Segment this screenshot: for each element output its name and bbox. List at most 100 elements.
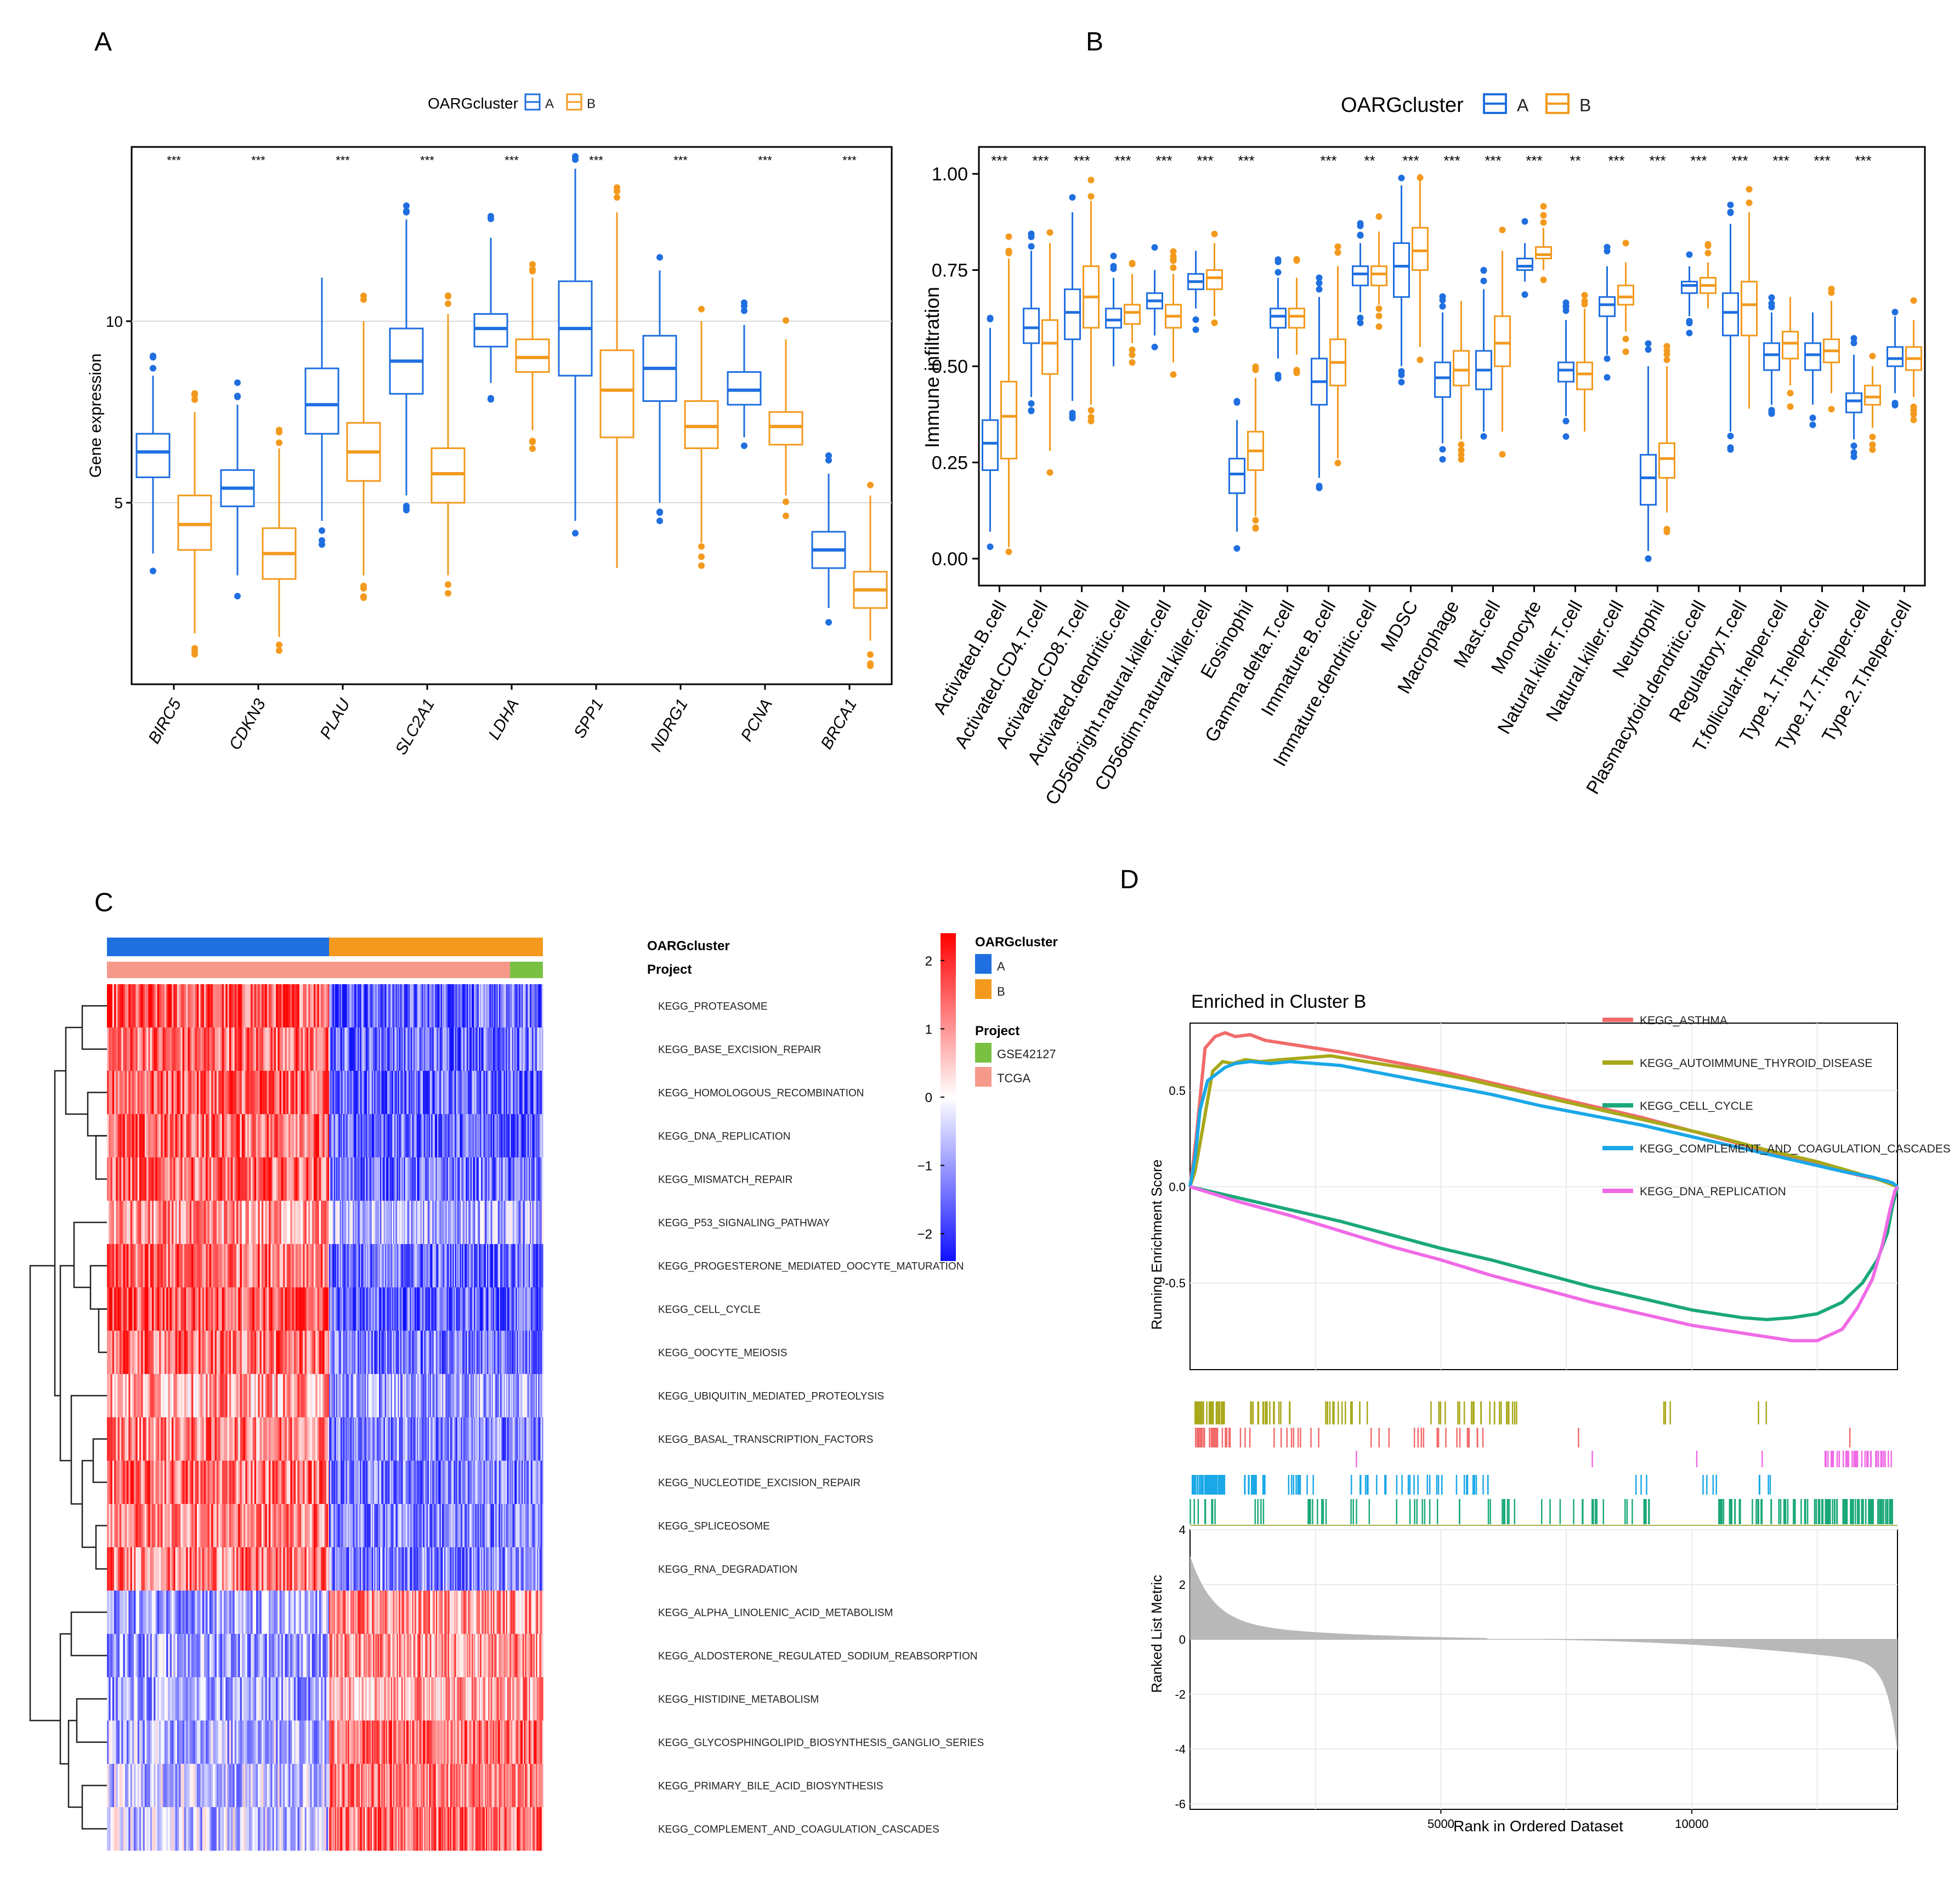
heatmap-cell [513, 1114, 515, 1158]
heatmap-cell [415, 1114, 416, 1158]
heatmap-cell [263, 1157, 266, 1201]
heatmap-cell [331, 1201, 333, 1245]
heatmap-cell [386, 1157, 388, 1201]
heatmap-cell [240, 984, 242, 1028]
panel-b-significance-4: *** [1155, 152, 1172, 169]
heatmap-cell [119, 1157, 122, 1201]
heatmap-cell [440, 984, 443, 1028]
heatmap-cell [476, 1201, 478, 1245]
heatmap-cell [424, 1201, 426, 1245]
heatmap-cell [303, 1027, 305, 1071]
heatmap-cell [503, 1201, 506, 1245]
heatmap-cell [297, 1157, 300, 1201]
heatmap-cell [184, 984, 186, 1028]
heatmap-cell [200, 1027, 203, 1071]
heatmap-cell [409, 984, 410, 1028]
heatmap-cell [322, 1071, 325, 1115]
heatmap-cell [447, 1157, 450, 1201]
heatmap-cell [519, 1027, 521, 1071]
box-body [1763, 342, 1780, 371]
heatmap-cell [127, 1027, 129, 1071]
heatmap-cell [141, 984, 144, 1028]
heatmap-cell [254, 1114, 257, 1158]
heatmap-cell [451, 1114, 453, 1158]
heatmap-cell [186, 1114, 189, 1158]
heatmap-cell [112, 1157, 115, 1201]
panel-b-y-tick-label: 0.50 [932, 356, 968, 377]
heatmap-cell [166, 1027, 169, 1071]
box-outlier [234, 393, 241, 400]
heatmap-cell [393, 1201, 395, 1245]
heatmap-cell [276, 984, 278, 1028]
heatmap-cell [534, 1071, 536, 1115]
heatmap-cell [444, 1114, 446, 1158]
box-outlier [1787, 403, 1794, 410]
heatmap-cell [123, 1201, 126, 1245]
heatmap-cell [319, 1114, 321, 1158]
heatmap-cell [331, 1114, 333, 1158]
heatmap-cell [418, 1114, 420, 1158]
heatmap-cell [286, 984, 289, 1028]
heatmap-cell [443, 1114, 445, 1158]
box-outlier [403, 202, 410, 209]
panel-b-y-axis-title: Immune infiltration [921, 287, 943, 448]
heatmap-cell [304, 1157, 307, 1201]
heatmap-cell [477, 1027, 479, 1071]
heatmap-cell [211, 1157, 213, 1201]
heatmap-cell [524, 1071, 526, 1115]
heatmap-cell [534, 984, 536, 1028]
heatmap-cell [162, 984, 165, 1028]
heatmap-cell [467, 1201, 469, 1245]
heatmap-cell [168, 1027, 171, 1071]
heatmap-cell [303, 1071, 305, 1115]
heatmap-cell [488, 984, 490, 1028]
panel-b-y-tick-label: 0.25 [932, 452, 968, 473]
heatmap-cell [496, 984, 499, 1028]
panel-a-box-a-ldha [473, 213, 508, 403]
panel-b-box-b-immature.b.cell [1329, 243, 1346, 467]
heatmap-cell [475, 1201, 477, 1245]
heatmap-cell [179, 1114, 181, 1158]
heatmap-cell [486, 1071, 488, 1115]
box-outlier [150, 353, 156, 360]
heatmap-cell [241, 984, 244, 1028]
box-outlier [1645, 346, 1652, 353]
heatmap-cell [224, 1071, 226, 1115]
heatmap-cell [304, 1114, 307, 1158]
heatmap-cell [339, 1201, 342, 1245]
heatmap-cell [319, 1071, 321, 1115]
heatmap-cell [438, 1201, 440, 1245]
box-outlier [783, 512, 789, 519]
heatmap-cell [352, 984, 353, 1028]
heatmap-cell [193, 984, 196, 1028]
heatmap-cell [425, 1114, 427, 1158]
heatmap-cell [488, 1071, 490, 1115]
heatmap-cell [211, 984, 213, 1028]
heatmap-cell [281, 984, 284, 1028]
heatmap-cell [467, 984, 469, 1028]
heatmap-cell [366, 1114, 367, 1158]
heatmap-cell [507, 1114, 509, 1158]
heatmap-cell [269, 1071, 271, 1115]
heatmap-row-kegg_proteasome [107, 984, 543, 1028]
heatmap-cell [522, 984, 523, 1028]
heatmap-cell [437, 1201, 439, 1245]
heatmap-cell [141, 1201, 144, 1245]
heatmap-cell [148, 1244, 151, 1288]
heatmap-cell [199, 1071, 201, 1115]
heatmap-cell [206, 1201, 208, 1245]
heatmap-cell [123, 1244, 126, 1288]
heatmap-cell [398, 1027, 400, 1071]
heatmap-cell [394, 1114, 396, 1158]
heatmap-cell [526, 1027, 528, 1071]
heatmap-cell [310, 1027, 313, 1071]
heatmap-cell [252, 1114, 255, 1158]
box-outlier [1809, 415, 1816, 422]
heatmap-cell [496, 1071, 499, 1115]
box-outlier [1005, 233, 1012, 240]
heatmap-cell [416, 1201, 417, 1245]
heatmap-cell [259, 1027, 262, 1071]
heatmap-cell [247, 1201, 250, 1245]
heatmap-cell [132, 1244, 134, 1288]
heatmap-cell [177, 1114, 179, 1158]
